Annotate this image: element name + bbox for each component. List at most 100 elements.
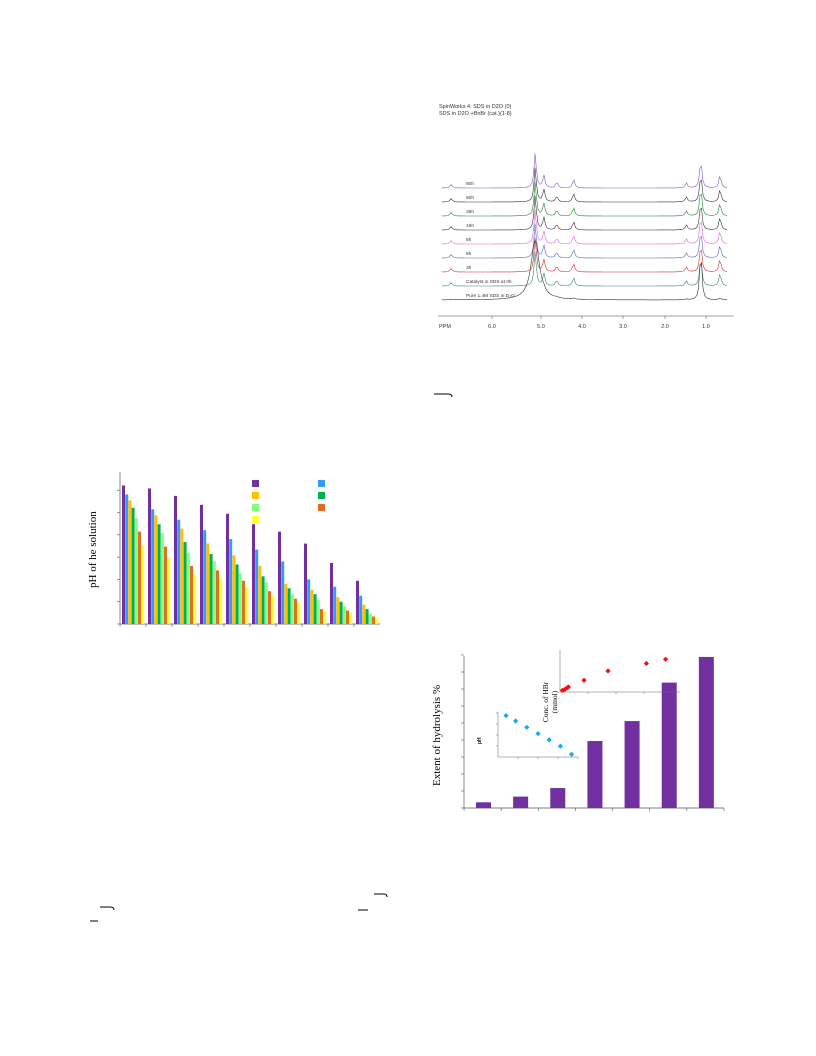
ph-bar xyxy=(342,606,346,624)
hbr-point xyxy=(663,656,669,662)
ph-bar xyxy=(330,562,333,624)
ph-bar xyxy=(174,495,177,624)
nmr-spectrum: SpinWorks 4: SDS in D2O (0) SDS in D2O +… xyxy=(438,104,734,330)
mark-b xyxy=(88,903,128,933)
ph-bar xyxy=(125,494,129,624)
ph-bar xyxy=(226,513,229,624)
nmr-tick-label: 4.0 xyxy=(578,324,586,330)
ph-bar xyxy=(372,616,375,624)
ph-bar xyxy=(362,604,366,624)
ph-chart-svg: pH of he solution xyxy=(87,472,380,627)
ph-bar xyxy=(164,546,167,624)
nmr-tick-label: 2.0 xyxy=(661,324,669,330)
ph-bar xyxy=(307,579,311,624)
inset-top-ylabel-2: (mmol) xyxy=(550,690,559,713)
ph-bar xyxy=(287,588,291,624)
hydrolysis-bar xyxy=(513,796,529,808)
nmr-trace-label: 16h xyxy=(466,223,474,229)
ph-legend-swatch xyxy=(318,480,325,487)
ph-point xyxy=(546,737,552,743)
ph-bar xyxy=(186,552,190,624)
ph-bar xyxy=(284,583,288,624)
nmr-trace xyxy=(441,195,728,231)
ph-bar xyxy=(216,570,219,624)
ph-bar xyxy=(375,617,379,624)
mark-a xyxy=(432,386,456,398)
hydrolysis-bar xyxy=(624,721,640,808)
ph-bar xyxy=(219,578,223,624)
ph-point xyxy=(513,718,519,724)
ph-bar xyxy=(138,531,141,624)
ph-bar xyxy=(261,576,265,624)
nmr-trace xyxy=(441,181,728,217)
ph-bar xyxy=(264,582,268,624)
nmr-trace-label: 8h xyxy=(466,237,472,243)
nmr-tick-label: 6.0 xyxy=(488,324,496,330)
ph-bar xyxy=(200,504,203,624)
ph-bar xyxy=(310,589,314,624)
ph-bar xyxy=(212,561,216,624)
ph-bar xyxy=(122,485,125,624)
nmr-title-2: SDS in D2O +BnBr (cat.)(1-8) xyxy=(439,111,512,117)
nmr-tick-label: 3.0 xyxy=(619,324,627,330)
ph-bar xyxy=(245,587,249,624)
nmr-trace xyxy=(441,209,728,245)
ph-point xyxy=(557,743,563,749)
ph-chart: pH of he solution xyxy=(84,464,384,632)
ph-bar xyxy=(190,565,193,624)
nmr-trace xyxy=(441,237,728,273)
ph-bar xyxy=(154,515,158,624)
ph-bar xyxy=(206,543,210,624)
ph-point xyxy=(535,731,541,737)
ph-bar xyxy=(160,533,164,624)
ph-point xyxy=(524,724,530,730)
ph-legend-swatch xyxy=(318,504,325,511)
ph-bar xyxy=(151,509,155,624)
ph-bar xyxy=(258,565,262,624)
hydrolysis-chart-svg: Extent of hydrolysis % Conc. of HBr (mmo… xyxy=(431,650,725,811)
nmr-trace-label: 5h xyxy=(466,251,472,257)
nmr-tick-label: 5.0 xyxy=(537,324,545,330)
nmr-axis-unit: PPM xyxy=(439,324,451,330)
nmr-trace-label: 80h xyxy=(466,181,474,187)
ph-bar xyxy=(365,609,369,624)
ph-bar xyxy=(131,507,135,624)
ph-bar xyxy=(141,545,145,624)
nmr-trace xyxy=(441,251,728,287)
ph-bar xyxy=(255,549,259,624)
ph-legend-swatch xyxy=(252,504,259,511)
ph-bar xyxy=(359,595,363,624)
ph-bar xyxy=(183,542,187,624)
ph-bar xyxy=(278,531,281,624)
hbr-point xyxy=(643,660,649,667)
inset-left-ylabel: pH xyxy=(477,737,483,744)
inset-top-ylabel-1: Conc. of HBr xyxy=(541,681,550,722)
ph-bar xyxy=(313,594,317,624)
ph-bar xyxy=(368,613,372,624)
ph-bar xyxy=(339,601,343,624)
nmr-trace xyxy=(441,153,728,189)
ph-bar xyxy=(320,609,323,624)
ph-bar xyxy=(316,600,320,624)
ph-bar xyxy=(157,524,161,624)
nmr-trace xyxy=(441,167,728,203)
ph-legend-swatch xyxy=(252,480,259,487)
ph-bar xyxy=(242,580,245,624)
ph-bar xyxy=(294,598,297,624)
ph-bar xyxy=(229,539,233,624)
hydrolysis-chart: Extent of hydrolysis % Conc. of HBr (mmo… xyxy=(426,636,726,818)
nmr-trace xyxy=(441,239,728,301)
ph-bar xyxy=(290,594,294,624)
ph-bar xyxy=(304,543,307,624)
hydrolysis-bar xyxy=(550,788,566,808)
ph-bar xyxy=(177,519,181,624)
nmr-trace-label: Pure 1.4M SDS in D₂O xyxy=(466,293,515,299)
hydrolysis-ylabel: Extent of hydrolysis % xyxy=(431,685,443,786)
hbr-point xyxy=(605,668,611,674)
nmr-trace-label: 60h xyxy=(466,195,474,201)
mark-c xyxy=(354,890,390,920)
ph-bar xyxy=(333,586,337,624)
ph-bar xyxy=(232,555,236,624)
ph-bar xyxy=(323,611,327,624)
nmr-figure: SpinWorks 4: SDS in D2O (0) SDS in D2O +… xyxy=(436,98,736,338)
